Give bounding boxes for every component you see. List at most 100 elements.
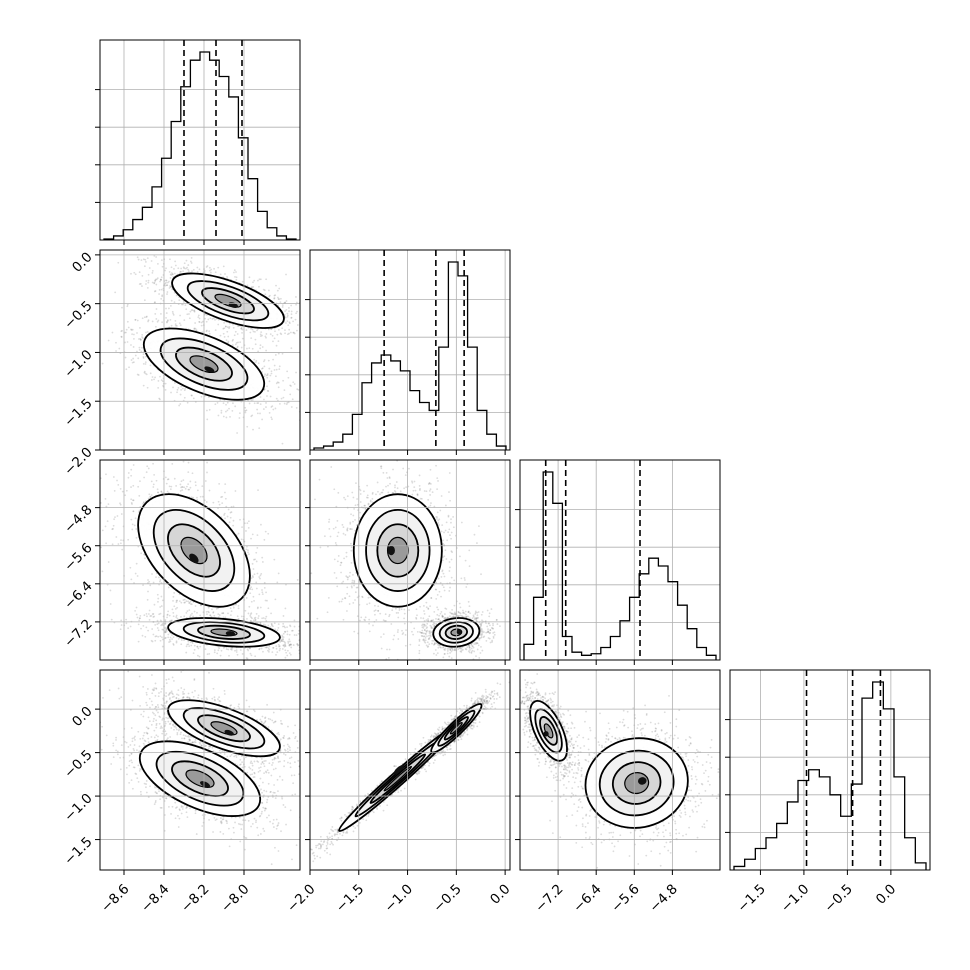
sample-point (87, 321, 89, 323)
sample-point (189, 310, 192, 313)
panel-frame (309, 249, 511, 451)
sample-point (168, 287, 171, 289)
sample-point (130, 578, 133, 581)
sample-point (164, 382, 167, 385)
sample-point (144, 363, 147, 365)
sample-point (187, 488, 190, 491)
sample-point (177, 267, 180, 270)
sample-point (178, 600, 181, 603)
sample-point (142, 502, 145, 505)
sample-point (168, 641, 171, 643)
sample-point (148, 609, 151, 612)
sample-point (251, 328, 254, 331)
sample-point (225, 416, 228, 419)
sample-point (171, 273, 174, 276)
sample-point (187, 471, 190, 474)
sample-point (253, 279, 256, 282)
sample-point (231, 409, 234, 412)
sample-point (126, 305, 129, 308)
sample-point (212, 501, 215, 504)
sample-point (277, 572, 280, 575)
sample-point (139, 327, 141, 329)
sample-point (105, 542, 108, 545)
sample-point (251, 347, 254, 350)
sample-point (148, 267, 151, 269)
sample-point (286, 654, 289, 657)
sample-point (134, 319, 137, 321)
sample-point (156, 488, 159, 491)
sample-point (259, 344, 262, 347)
sample-point (293, 625, 296, 628)
sample-point (280, 333, 283, 336)
sample-point (200, 324, 203, 327)
sample-point (182, 303, 184, 306)
sample-point (115, 341, 117, 344)
sample-point (172, 312, 174, 315)
x-tick-label: −0.5 (821, 881, 855, 915)
sample-point (268, 650, 270, 653)
sample-point (130, 359, 133, 361)
sample-point (265, 278, 268, 281)
sample-point (200, 395, 203, 398)
sample-point (205, 501, 208, 503)
sample-point (165, 320, 168, 323)
sample-point (286, 401, 289, 404)
sample-point (158, 288, 161, 291)
sample-point (255, 560, 258, 563)
sample-point (114, 516, 116, 519)
sample-point (273, 297, 276, 300)
sample-point (101, 529, 104, 532)
sample-point (109, 589, 112, 592)
sample-point (156, 277, 159, 279)
histogram-step (313, 261, 507, 450)
sample-point (121, 306, 123, 309)
sample-point (231, 647, 234, 649)
sample-point (143, 614, 146, 617)
sample-point (272, 340, 274, 343)
sample-point (312, 400, 314, 402)
sample-point (183, 319, 186, 322)
sample-point (329, 335, 331, 337)
sample-point (245, 657, 248, 659)
sample-point (295, 312, 298, 315)
sample-point (257, 362, 260, 365)
sample-point (188, 313, 190, 315)
sample-point (147, 579, 149, 581)
sample-point (130, 272, 132, 275)
sample-point (134, 354, 137, 357)
sample-point (188, 317, 191, 320)
sample-point (195, 329, 198, 332)
sample-point (193, 328, 196, 330)
sample-point (154, 280, 156, 282)
sample-point (150, 639, 153, 642)
sample-point (194, 605, 197, 607)
sample-point (283, 402, 286, 405)
sample-point (183, 389, 186, 392)
sample-point (121, 548, 124, 551)
sample-point (189, 603, 192, 605)
sample-point (249, 619, 252, 622)
sample-point (227, 648, 230, 651)
sample-point (240, 327, 243, 330)
sample-point (154, 301, 156, 304)
sample-point (282, 632, 285, 635)
sample-point (144, 258, 147, 261)
grid (760, 670, 892, 870)
sample-point (281, 442, 284, 445)
sample-point (274, 407, 277, 410)
sample-point (214, 271, 217, 274)
sample-point (285, 308, 288, 311)
sample-point (143, 501, 145, 504)
panel-frame (99, 39, 301, 241)
sample-point (125, 368, 128, 371)
sample-point (296, 388, 299, 391)
sample-point (225, 410, 227, 413)
sample-point (228, 322, 231, 325)
sample-point (180, 389, 183, 391)
sample-point (286, 370, 289, 373)
sample-point (160, 490, 163, 493)
sample-point (145, 471, 148, 474)
sample-point (161, 294, 164, 297)
sample-point (273, 369, 276, 371)
sample-point (145, 280, 148, 282)
